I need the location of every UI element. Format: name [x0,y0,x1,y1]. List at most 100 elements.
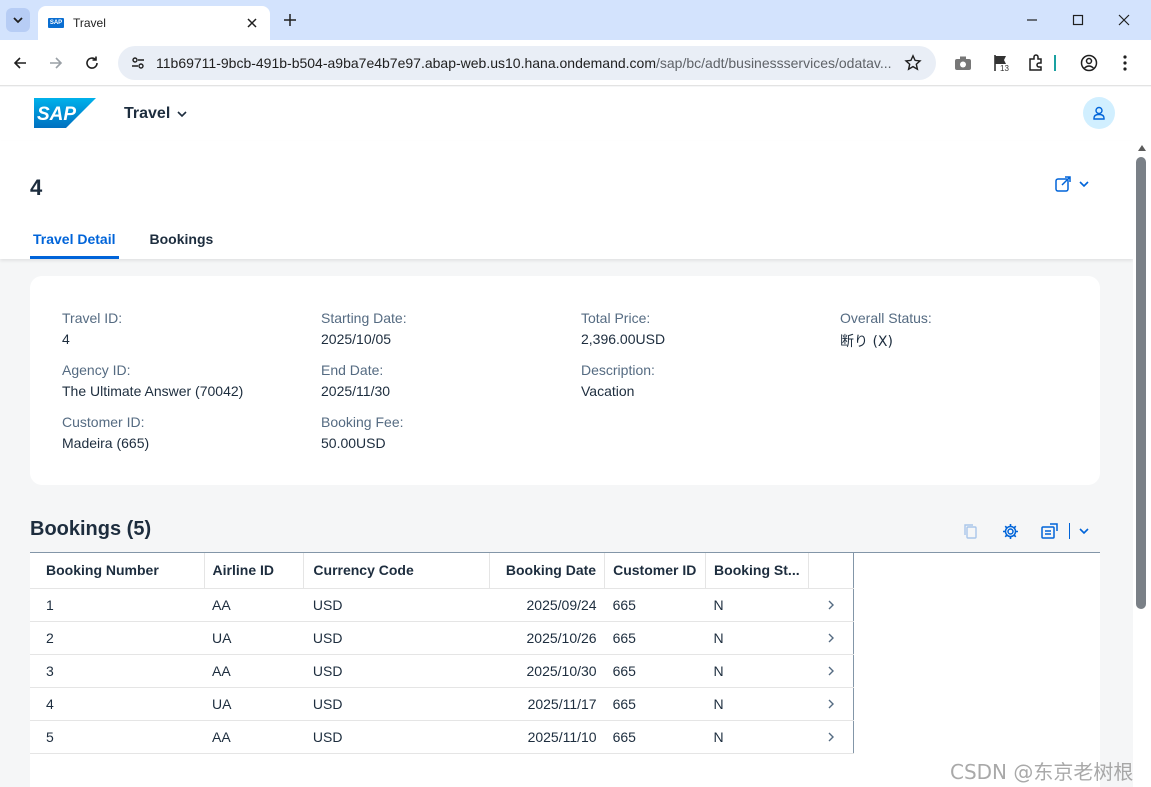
export-icon [1041,523,1058,539]
field-label: Description: [581,362,655,378]
url-text: 11b69711-9bcb-491b-b504-a9ba7e4b7e97.aba… [156,55,896,71]
app-title: Travel [124,105,171,122]
profile-icon[interactable] [1078,52,1100,74]
tab-search-button[interactable] [6,8,30,32]
cell-booking-status: N [705,588,809,622]
more-menu-icon[interactable] [1114,52,1136,74]
watermark: CSDN @东京老树根 [950,760,1134,784]
cell-airline-id: UA [204,621,304,655]
page-scrollbar[interactable] [1133,141,1151,787]
toolbar-divider [1052,52,1058,74]
scroll-up-arrow-icon[interactable] [1138,145,1146,151]
cell-booking-status: N [705,720,809,754]
row-navigation-chevron-icon[interactable] [808,687,854,721]
chevron-down-icon [13,17,23,24]
bookings-table-container: Booking Number Airline ID Currency Code … [30,552,1100,787]
field-end-date: End Date: 2025/11/30 [321,362,390,399]
field-value: 2025/11/30 [321,383,391,399]
app-title-menu[interactable]: Travel [124,105,188,123]
scroll-thumb[interactable] [1136,157,1146,609]
cell-airline-id: UA [204,687,304,721]
column-header-booking-date[interactable]: Booking Date [489,553,606,589]
cell-customer-id: 665 [604,687,706,721]
cell-customer-id: 665 [604,621,706,655]
table-row[interactable]: 2 UA USD 2025/10/26 665 N [30,621,854,655]
field-value: Madeira (665) [62,435,150,451]
site-info-icon[interactable] [128,53,148,73]
field-value: Vacation [581,383,635,399]
field-label: Agency ID: [62,362,131,378]
tab-close-button[interactable] [244,15,260,31]
column-header-booking-status[interactable]: Booking St... [705,553,810,589]
browser-toolbar: 11b69711-9bcb-491b-b504-a9ba7e4b7e97.aba… [0,40,1151,86]
flag-extension-icon[interactable] [990,52,1012,74]
section-tabs: Travel Detail Bookings [30,229,216,259]
cell-airline-id: AA [204,654,304,688]
field-value: 2,396.00USD [581,331,666,347]
cell-currency-code: USD [303,588,490,622]
address-bar[interactable]: 11b69711-9bcb-491b-b504-a9ba7e4b7e97.aba… [118,46,936,80]
camera-icon[interactable] [952,52,974,74]
maximize-button[interactable] [1068,10,1088,30]
column-header-customer-id[interactable]: Customer ID [604,553,707,589]
forward-button[interactable] [44,51,68,75]
cell-booking-number: 4 [30,687,205,721]
new-tab-button[interactable] [280,10,300,30]
export-button[interactable] [1040,521,1060,541]
table-row[interactable]: 4 UA USD 2025/11/17 665 N [30,687,854,721]
column-header-currency-code[interactable]: Currency Code [303,553,490,589]
extension-badge: 13 [1000,64,1009,73]
field-starting-date: Starting Date: 2025/10/05 [321,310,407,347]
cell-customer-id: 665 [604,654,706,688]
close-icon [1118,14,1130,26]
reload-button[interactable] [80,51,104,75]
user-avatar[interactable] [1083,97,1115,129]
browser-tab[interactable]: SAP Travel [38,6,270,40]
shell-bar: SAP Travel [0,87,1151,141]
row-navigation-chevron-icon[interactable] [808,621,854,655]
field-label: Customer ID: [62,414,145,430]
field-agency-id: Agency ID: The Ultimate Answer (70042) [62,362,243,399]
copy-icon [964,524,977,539]
table-row[interactable]: 5 AA USD 2025/11/10 665 N [30,720,854,754]
cell-currency-code: USD [303,621,490,655]
sap-logo[interactable]: SAP [34,98,96,128]
bookmark-star-icon[interactable] [904,54,922,72]
minimize-button[interactable] [1022,10,1042,30]
copy-button[interactable] [960,521,980,541]
field-label: Travel ID: [62,310,123,326]
back-button[interactable] [8,51,32,75]
export-menu-button[interactable] [1074,521,1094,541]
share-menu-button[interactable] [1054,175,1090,193]
cell-currency-code: USD [303,720,490,754]
cell-booking-date: 2025/10/26 [489,621,605,655]
plus-icon [284,14,296,26]
table-row[interactable]: 1 AA USD 2025/09/24 665 N [30,588,854,622]
column-header-booking-number[interactable]: Booking Number [30,553,205,589]
bookings-title: Bookings (5) [30,518,152,540]
page-title: 4 [30,175,43,200]
row-navigation-chevron-icon[interactable] [808,654,854,688]
field-value: 50.00USD [321,435,386,451]
field-value: The Ultimate Answer (70042) [62,383,244,399]
tab-bookings[interactable]: Bookings [149,231,214,247]
row-navigation-chevron-icon[interactable] [808,588,854,622]
field-description: Description: Vacation [581,362,655,399]
cell-booking-date: 2025/11/17 [489,687,605,721]
bookings-table: Booking Number Airline ID Currency Code … [30,553,854,754]
cell-booking-date: 2025/11/10 [489,720,605,754]
extensions-puzzle-icon[interactable] [1025,52,1047,74]
gear-icon [1002,523,1018,539]
column-header-navigation [808,553,854,589]
table-row[interactable]: 3 AA USD 2025/10/30 665 N [30,654,854,688]
cell-airline-id: AA [204,588,304,622]
row-navigation-chevron-icon[interactable] [808,720,854,754]
browser-tabstrip: SAP Travel [0,0,1151,40]
maximize-icon [1072,14,1084,26]
window-close-button[interactable] [1114,10,1134,30]
column-header-airline-id[interactable]: Airline ID [204,553,305,589]
field-value: 4 [62,331,70,347]
user-icon [1093,106,1105,120]
table-settings-button[interactable] [1000,521,1020,541]
tab-travel-detail[interactable]: Travel Detail [30,229,119,259]
